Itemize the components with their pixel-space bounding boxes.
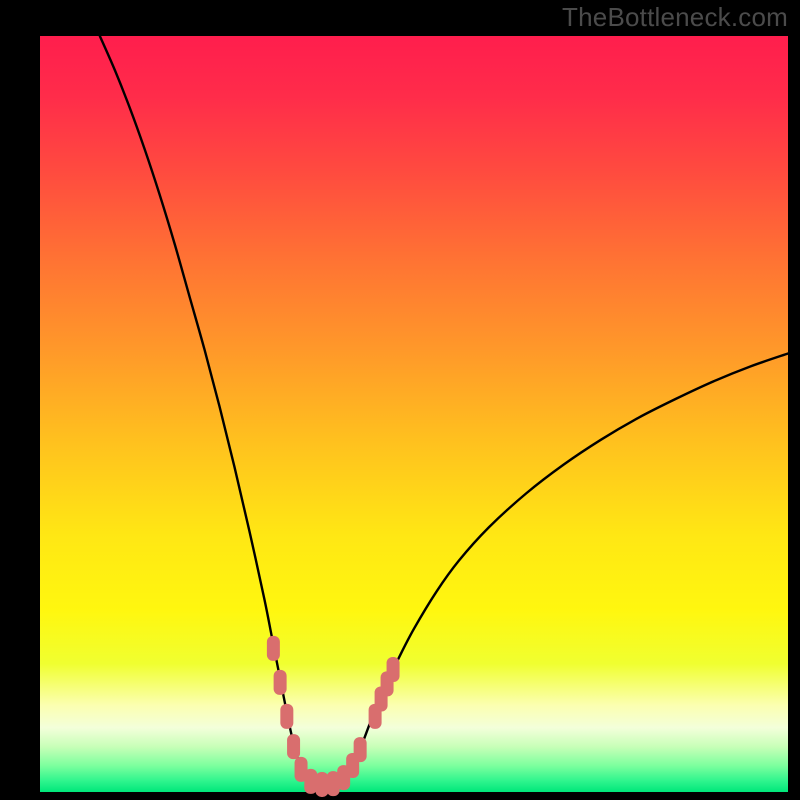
chart-stage: TheBottleneck.com	[0, 0, 800, 800]
watermark-text: TheBottleneck.com	[562, 2, 788, 33]
plot-gradient-background	[40, 36, 788, 792]
